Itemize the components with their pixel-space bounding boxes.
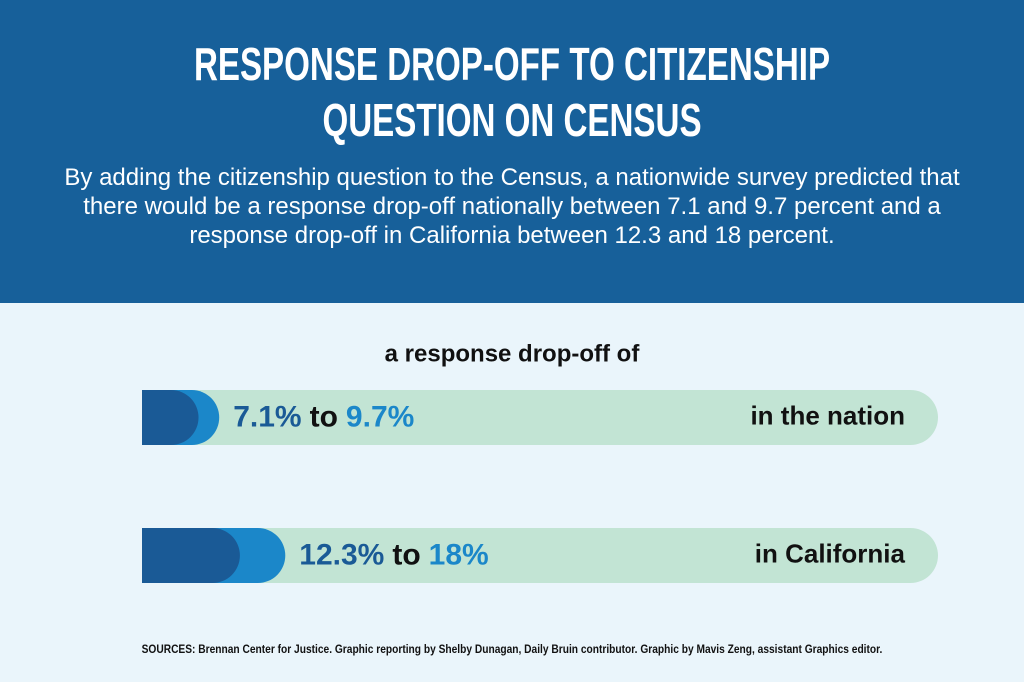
connector: to — [392, 538, 420, 571]
range-label: 12.3% to 18% — [299, 538, 488, 571]
high-label: 18% — [429, 538, 489, 571]
range-label: 7.1% to 9.7% — [233, 400, 414, 433]
high-label: 9.7% — [346, 400, 414, 433]
axis-label: a response drop-off of — [385, 340, 641, 367]
range-low-bar — [142, 390, 199, 445]
category-label: in the nation — [750, 400, 905, 430]
chart-subtitle: By adding the citizenship question to th… — [64, 164, 960, 249]
header-band — [0, 0, 1024, 303]
track — [142, 390, 938, 445]
low-label: 12.3% — [299, 538, 384, 571]
source-note: SOURCES: Brennan Center for Justice. Gra… — [141, 642, 883, 656]
track — [142, 528, 938, 583]
connector: to — [310, 400, 338, 433]
low-label: 7.1% — [233, 400, 301, 433]
category-label: in California — [755, 538, 906, 568]
chart-title: RESPONSE DROP-OFF TO CITIZENSHIP QUESTIO… — [193, 38, 831, 146]
range-low-bar — [142, 528, 240, 583]
